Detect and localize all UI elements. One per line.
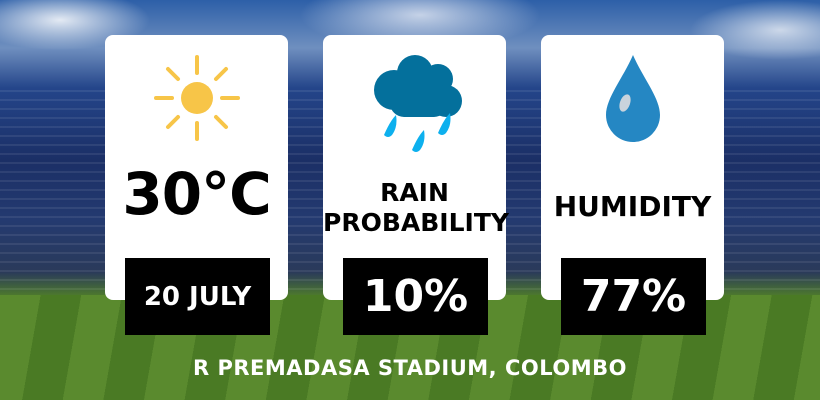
date-box: 20 JULY — [125, 258, 270, 335]
rain-value-box: 10% — [343, 258, 488, 335]
rain-label-line1: RAIN — [380, 178, 449, 207]
humidity-card: HUMIDITY — [541, 35, 724, 300]
rain-label: RAIN PROBABILITY — [323, 178, 509, 238]
temperature-value: 30°C — [122, 160, 271, 228]
water-drop-icon — [541, 53, 724, 148]
humidity-value-box: 77% — [561, 258, 706, 335]
rain-label-line2: PROBABILITY — [323, 208, 509, 237]
humidity-label: HUMIDITY — [553, 190, 712, 223]
rain-cloud-icon — [323, 45, 506, 160]
temperature-card: 30°C — [105, 35, 288, 300]
venue-name: R PREMADASA STADIUM, COLOMBO — [193, 356, 627, 380]
sun-icon — [105, 53, 288, 143]
rain-card: RAIN PROBABILITY — [323, 35, 509, 300]
